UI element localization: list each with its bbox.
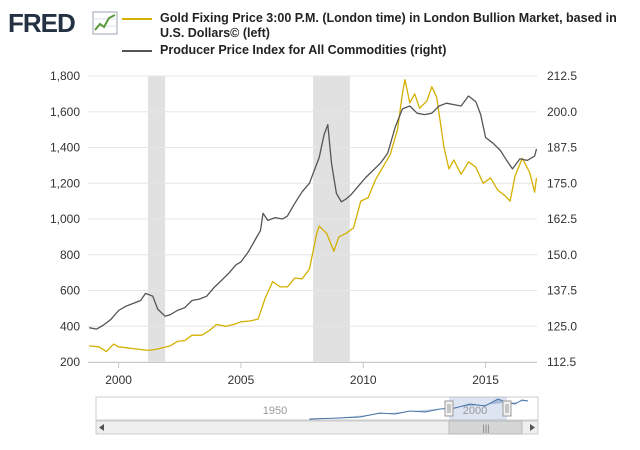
- right-tick-label: 162.5: [547, 212, 577, 226]
- right-tick-label: 137.5: [547, 284, 577, 298]
- fred-logo[interactable]: FRED: [8, 8, 118, 38]
- ppi-line: [89, 95, 538, 330]
- right-tick-label: 175.0: [547, 176, 577, 190]
- right-tick-label: 125.0: [547, 319, 577, 333]
- chart-line-icon: [92, 11, 118, 35]
- navigator-left-handle[interactable]: [444, 400, 454, 417]
- legend-label-gold: Gold Fixing Price 3:00 P.M. (London time…: [160, 11, 617, 40]
- right-tick-label: 200.0: [547, 105, 577, 119]
- left-tick-label: 800: [60, 248, 80, 262]
- left-tick-label: 600: [60, 284, 80, 298]
- scrollbar-grip: |||: [482, 423, 489, 433]
- left-tick-label: 200: [60, 355, 80, 369]
- right-tick-label: 150.0: [547, 248, 577, 262]
- right-tick-label: 187.5: [547, 141, 577, 155]
- scroll-right-arrow-icon[interactable]: [530, 424, 535, 431]
- legend-label-ppi: Producer Price Index for All Commodities…: [160, 43, 447, 57]
- legend-swatch-ppi: [122, 50, 152, 52]
- chart-legend: Gold Fixing Price 3:00 P.M. (London time…: [120, 11, 620, 60]
- x-tick-label: 2015: [472, 373, 499, 387]
- left-tick-label: 1,800: [50, 69, 80, 83]
- left-tick-label: 400: [60, 319, 80, 333]
- left-tick-label: 1,000: [50, 212, 80, 226]
- navigator-label: 1950: [263, 405, 287, 417]
- left-tick-label: 1,400: [50, 141, 80, 155]
- gold-price-line: [89, 78, 538, 353]
- right-tick-label: 112.5: [547, 355, 576, 369]
- legend-entry-gold[interactable]: Gold Fixing Price 3:00 P.M. (London time…: [120, 11, 620, 41]
- left-tick-label: 1,600: [50, 105, 80, 119]
- right-tick-label: 212.5: [547, 69, 577, 83]
- x-tick-label: 2010: [350, 373, 377, 387]
- navigator-label: 2000: [463, 405, 487, 417]
- left-tick-label: 1,200: [50, 176, 80, 190]
- legend-entry-ppi[interactable]: Producer Price Index for All Commodities…: [120, 43, 620, 58]
- x-tick-label: 2000: [105, 373, 132, 387]
- scroll-left-arrow-icon[interactable]: [99, 424, 104, 431]
- legend-swatch-gold: [122, 18, 152, 20]
- navigator-frame: [95, 396, 539, 421]
- navigator-right-handle[interactable]: [502, 400, 512, 417]
- navigator-selection: [449, 397, 507, 420]
- scrollbar-track[interactable]: [95, 420, 539, 435]
- x-tick-label: 2005: [228, 373, 255, 387]
- fred-logo-text: FRED: [8, 8, 76, 38]
- scrollbar-thumb[interactable]: [448, 420, 523, 435]
